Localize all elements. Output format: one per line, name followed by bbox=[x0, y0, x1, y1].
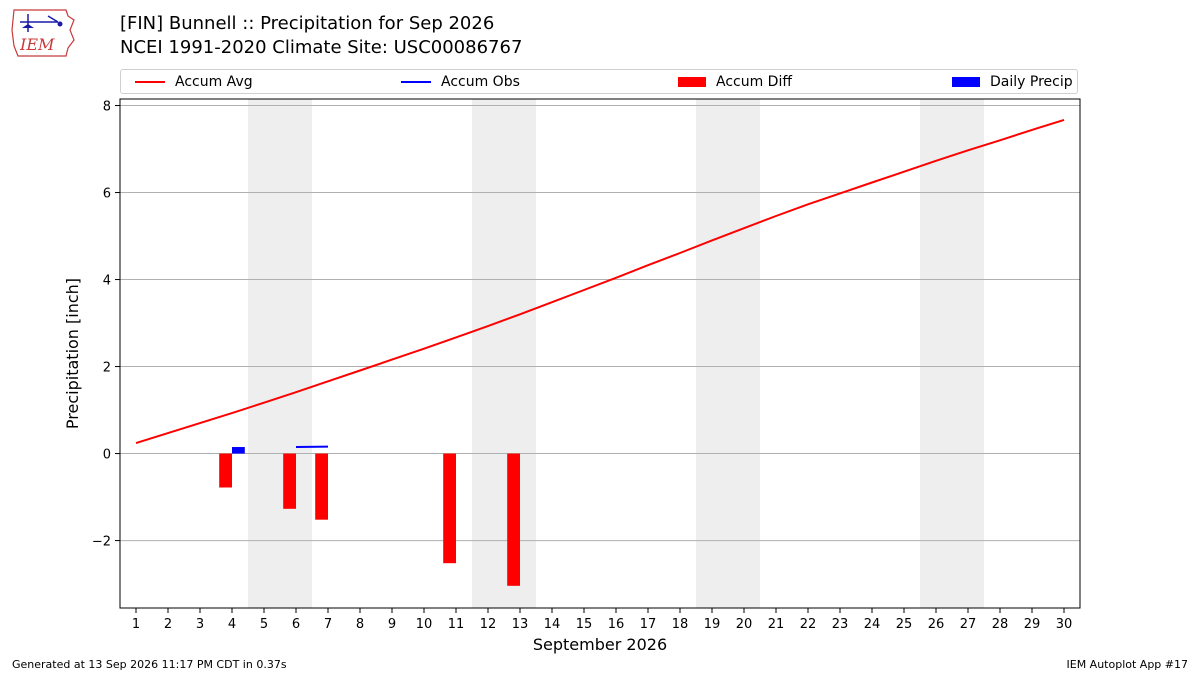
legend-item-accum-diff: Accum Diff bbox=[678, 73, 792, 91]
x-tick-label: 11 bbox=[448, 617, 465, 632]
x-tick-label: 7 bbox=[324, 617, 332, 632]
x-tick-label: 26 bbox=[928, 617, 945, 632]
legend-label-accum-obs: Accum Obs bbox=[441, 74, 520, 90]
chart-title: [FIN] Bunnell :: Precipitation for Sep 2… bbox=[120, 12, 522, 60]
legend-label-accum-avg: Accum Avg bbox=[175, 74, 253, 90]
accum-avg-line bbox=[135, 118, 1065, 445]
legend-label-daily-precip: Daily Precip bbox=[990, 74, 1073, 90]
accum-diff-bar bbox=[507, 453, 520, 586]
x-tick-label: 22 bbox=[800, 617, 817, 632]
weekend-band bbox=[248, 99, 312, 608]
weekend-band bbox=[472, 99, 536, 608]
x-tick-label: 14 bbox=[544, 617, 561, 632]
y-axis-ticks: −2 0 2 4 6 8 bbox=[92, 100, 120, 550]
accum-diff-bar bbox=[219, 453, 232, 488]
x-tick-label: 24 bbox=[864, 617, 881, 632]
x-tick-label: 27 bbox=[960, 617, 977, 632]
legend-swatch-accum-obs bbox=[401, 81, 431, 83]
bars bbox=[219, 447, 520, 586]
x-tick-label: 17 bbox=[640, 617, 657, 632]
daily-precip-bar bbox=[232, 447, 245, 454]
y-tick-label: 4 bbox=[103, 274, 111, 289]
x-tick-label: 6 bbox=[292, 617, 300, 632]
legend-swatch-accum-avg bbox=[135, 81, 165, 83]
accum-diff-bar bbox=[283, 453, 296, 509]
x-tick-label: 18 bbox=[672, 617, 689, 632]
legend-item-accum-avg: Accum Avg bbox=[135, 73, 253, 91]
x-tick-label: 2 bbox=[164, 617, 172, 632]
accum-diff-bar bbox=[443, 453, 456, 564]
x-tick-label: 29 bbox=[1024, 617, 1041, 632]
x-tick-label: 20 bbox=[736, 617, 753, 632]
y-tick-label: 6 bbox=[103, 187, 111, 202]
legend-swatch-daily-precip bbox=[952, 77, 980, 87]
x-tick-label: 23 bbox=[832, 617, 849, 632]
logo-text: IEM bbox=[19, 35, 55, 54]
accum-diff-bar bbox=[315, 453, 328, 520]
lines bbox=[135, 118, 1065, 448]
x-tick-label: 21 bbox=[768, 617, 785, 632]
x-tick-label: 10 bbox=[416, 617, 433, 632]
x-tick-label: 13 bbox=[512, 617, 529, 632]
x-tick-label: 8 bbox=[356, 617, 364, 632]
x-tick-label: 5 bbox=[260, 617, 268, 632]
legend-swatch-accum-diff bbox=[678, 77, 706, 87]
x-tick-label: 16 bbox=[608, 617, 625, 632]
x-tick-label: 12 bbox=[480, 617, 497, 632]
y-tick-label: −2 bbox=[92, 535, 111, 550]
x-tick-label: 4 bbox=[228, 617, 236, 632]
weekend-band bbox=[696, 99, 760, 608]
x-tick-label: 3 bbox=[196, 617, 204, 632]
x-axis-ticks: 1 2 3 4 5 6 7 8 9 10 11 12 13 14 15 16 17 18 19 20 21 22 23 24 2… bbox=[132, 608, 1072, 632]
weekend-shading bbox=[248, 99, 984, 608]
y-axis-label: Precipitation [inch] bbox=[63, 278, 82, 429]
iem-logo: IEM bbox=[8, 6, 80, 60]
x-tick-label: 28 bbox=[992, 617, 1009, 632]
x-tick-label: 25 bbox=[896, 617, 913, 632]
title-line-1: [FIN] Bunnell :: Precipitation for Sep 2… bbox=[120, 13, 495, 34]
x-axis-label: September 2026 bbox=[533, 635, 667, 654]
legend-item-daily-precip: Daily Precip bbox=[952, 73, 1073, 91]
x-tick-label: 30 bbox=[1056, 617, 1073, 632]
y-tick-label: 0 bbox=[103, 448, 111, 463]
title-line-2: NCEI 1991-2020 Climate Site: USC00086767 bbox=[120, 37, 523, 58]
weekend-band bbox=[920, 99, 984, 608]
plot-frame bbox=[119, 98, 1081, 609]
legend-item-accum-obs: Accum Obs bbox=[401, 73, 520, 91]
legend: Accum Avg Accum Obs Accum Diff Daily Pre… bbox=[120, 69, 1078, 94]
gridlines bbox=[120, 105, 1080, 542]
x-tick-label: 1 bbox=[132, 617, 140, 632]
x-tick-label: 15 bbox=[576, 617, 593, 632]
x-tick-label: 9 bbox=[388, 617, 396, 632]
x-tick-label: 19 bbox=[704, 617, 721, 632]
footer-app: IEM Autoplot App #17 bbox=[1066, 658, 1189, 671]
y-tick-label: 2 bbox=[103, 361, 111, 376]
footer-generated: Generated at 13 Sep 2026 11:17 PM CDT in… bbox=[12, 658, 287, 671]
legend-label-accum-diff: Accum Diff bbox=[716, 74, 793, 90]
y-tick-label: 8 bbox=[103, 100, 111, 115]
